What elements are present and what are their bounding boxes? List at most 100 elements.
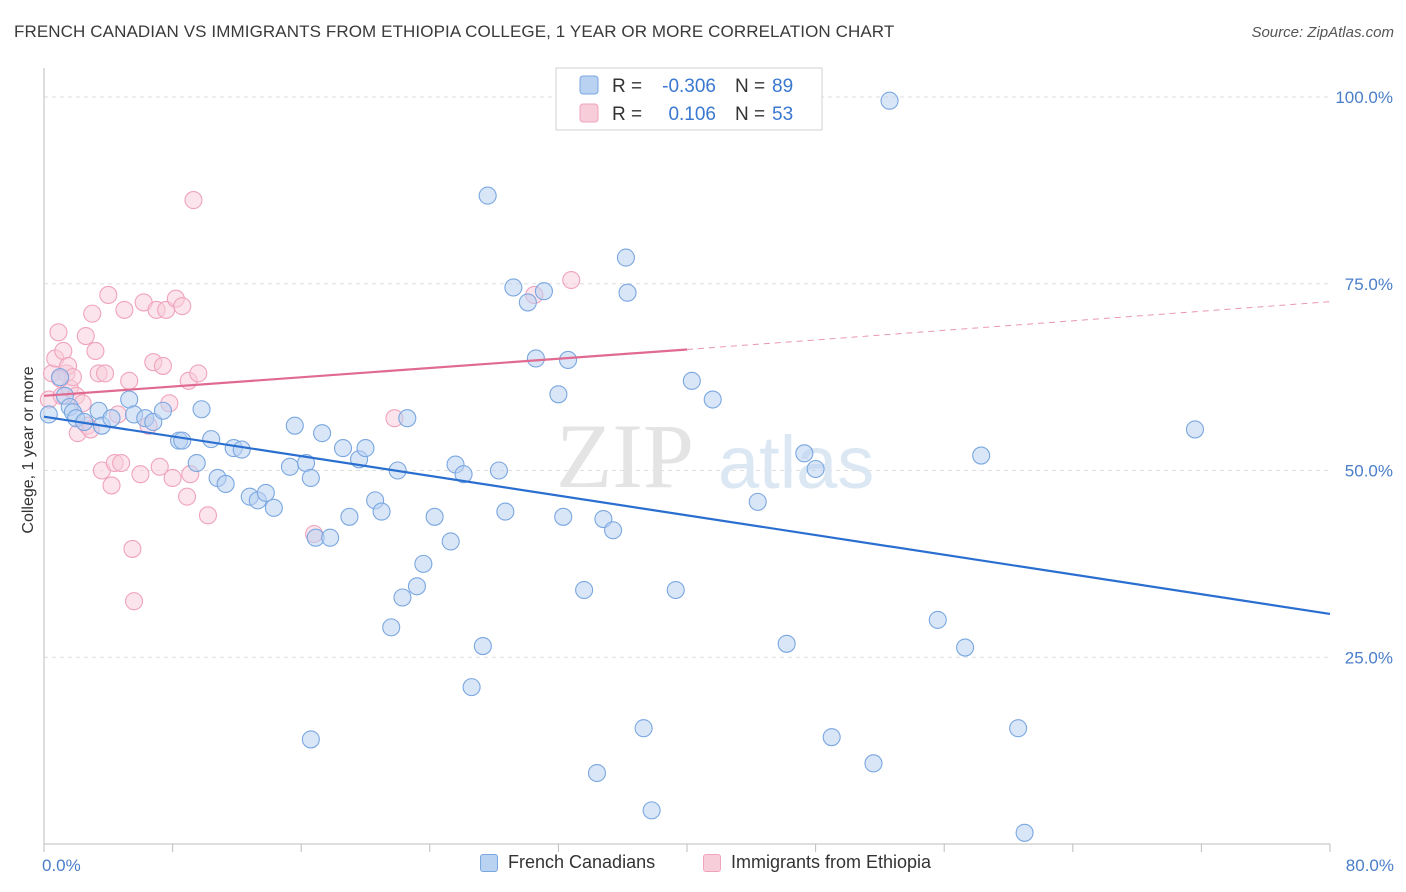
legend-n-label-1: N = (735, 76, 765, 97)
point-french-canadian-80 (956, 638, 975, 657)
point-ethiopia-3 (49, 323, 68, 342)
point-ethiopia-35 (150, 457, 169, 476)
point-french-canadian-1 (51, 368, 70, 387)
point-french-canadian-31 (301, 468, 320, 488)
bottom-legend-ethiopia: Immigrants from Ethiopia (703, 852, 931, 873)
point-french-canadian-29 (285, 416, 304, 435)
point-french-canadian-71 (682, 371, 701, 390)
point-french-canadian-27 (264, 498, 283, 517)
legend-r-value-2: 0.106 (668, 104, 716, 125)
point-french-canadian-68 (634, 719, 653, 738)
point-french-canadian-56 (518, 293, 537, 312)
bottom-legend-label-1: French Canadians (508, 852, 656, 872)
point-ethiopia-28 (123, 539, 142, 558)
y-tick-labels: 100.0% 75.0% 50.0% 25.0% (1335, 88, 1393, 667)
point-french-canadian-52 (473, 636, 492, 656)
point-french-canadian-46 (414, 554, 433, 573)
point-french-canadian-60 (554, 507, 573, 526)
point-french-canadian-57 (526, 349, 545, 368)
legend-n-value-1: 89 (772, 76, 793, 97)
y-tick-label-2: 50.0% (1345, 462, 1393, 481)
trend-lines (43, 301, 1331, 616)
point-ethiopia-22 (102, 476, 121, 495)
point-ethiopia-5 (54, 341, 73, 361)
legend-n-value-2: 53 (772, 104, 793, 125)
point-french-canadian-54 (496, 502, 515, 521)
x-tick-label-1: 80.0% (1346, 856, 1394, 875)
point-french-canadian-72 (703, 390, 722, 409)
point-french-canadian-76 (806, 459, 825, 479)
bottom-legend-swatch-blue (480, 853, 498, 872)
point-french-canadian-26 (256, 483, 275, 502)
point-ethiopia-27 (120, 371, 139, 390)
trend-line-ethiopia-extension (686, 301, 1331, 350)
point-ethiopia-51 (562, 270, 581, 290)
y-axis-label: College, 1 year or more (20, 366, 37, 533)
point-french-canadian-84 (1185, 420, 1205, 439)
point-french-canadian-74 (777, 634, 796, 653)
point-french-canadian-23 (232, 440, 251, 459)
point-french-canadian-47 (425, 507, 444, 526)
data-points (39, 91, 1205, 842)
point-ethiopia-42 (178, 487, 197, 506)
point-french-canadian-67 (618, 283, 637, 302)
point-french-canadian-35 (333, 439, 353, 458)
point-french-canadian-41 (382, 618, 401, 637)
point-ethiopia-36 (153, 356, 173, 375)
axes (43, 68, 1331, 852)
point-french-canadian-44 (398, 409, 417, 428)
point-french-canadian-85 (880, 91, 899, 110)
point-french-canadian-87 (301, 730, 320, 749)
point-french-canadian-73 (748, 492, 767, 511)
point-french-canadian-40 (372, 502, 391, 521)
point-french-canadian-28 (280, 457, 299, 476)
point-french-canadian-59 (549, 385, 568, 404)
bottom-legend-swatch-pink (703, 853, 721, 872)
point-french-canadian-70 (666, 580, 685, 600)
point-french-canadian-48 (441, 532, 460, 551)
point-french-canadian-81 (972, 446, 991, 465)
point-french-canadian-50 (454, 465, 473, 484)
legend-r-label-1: R = (612, 76, 642, 97)
point-french-canadian-75 (795, 444, 814, 463)
point-ethiopia-47 (198, 506, 218, 525)
point-french-canadian-69 (642, 801, 661, 820)
source-label: Source: ZipAtlas.com (1251, 24, 1394, 41)
point-ethiopia-16 (83, 304, 102, 323)
stats-legend: R = -0.306 N = 89 R = 0.106 N = 53 (555, 67, 823, 131)
point-french-canadian-82 (1009, 719, 1028, 738)
point-french-canadian-18 (192, 400, 211, 419)
point-french-canadian-43 (393, 588, 412, 607)
point-ethiopia-17 (86, 341, 105, 361)
point-french-canadian-58 (534, 282, 553, 301)
point-french-canadian-77 (822, 728, 841, 747)
legend-swatch-ethiopia (579, 103, 599, 123)
point-french-canadian-62 (575, 580, 594, 600)
point-ethiopia-45 (184, 191, 203, 210)
point-french-canadian-14 (153, 401, 173, 420)
y-tick-label-0: 100.0% (1335, 88, 1393, 107)
y-tick-label-1: 75.0% (1345, 275, 1393, 294)
point-french-canadian-34 (321, 528, 340, 547)
watermark-atlas: atlas (718, 421, 874, 504)
point-french-canadian-45 (407, 577, 426, 596)
point-french-canadian-17 (187, 453, 206, 473)
point-ethiopia-25 (112, 453, 131, 473)
point-ethiopia-13 (76, 326, 95, 346)
point-french-canadian-36 (340, 507, 359, 526)
point-french-canadian-10 (120, 390, 139, 409)
point-french-canadian-65 (604, 521, 623, 540)
trend-line-ethiopia (43, 348, 688, 397)
legend-r-value-1: -0.306 (662, 76, 716, 97)
point-ethiopia-41 (173, 297, 192, 316)
point-french-canadian-83 (1015, 823, 1034, 842)
point-french-canadian-66 (616, 248, 635, 267)
point-french-canadian-0 (39, 405, 58, 424)
x-tick-label-0: 0.0% (42, 856, 81, 875)
bottom-legend-french-canadians: French Canadians (480, 852, 655, 873)
point-ethiopia-26 (115, 300, 134, 319)
point-ethiopia-30 (131, 465, 150, 484)
point-french-canadian-61 (558, 350, 578, 369)
point-ethiopia-20 (96, 364, 115, 383)
